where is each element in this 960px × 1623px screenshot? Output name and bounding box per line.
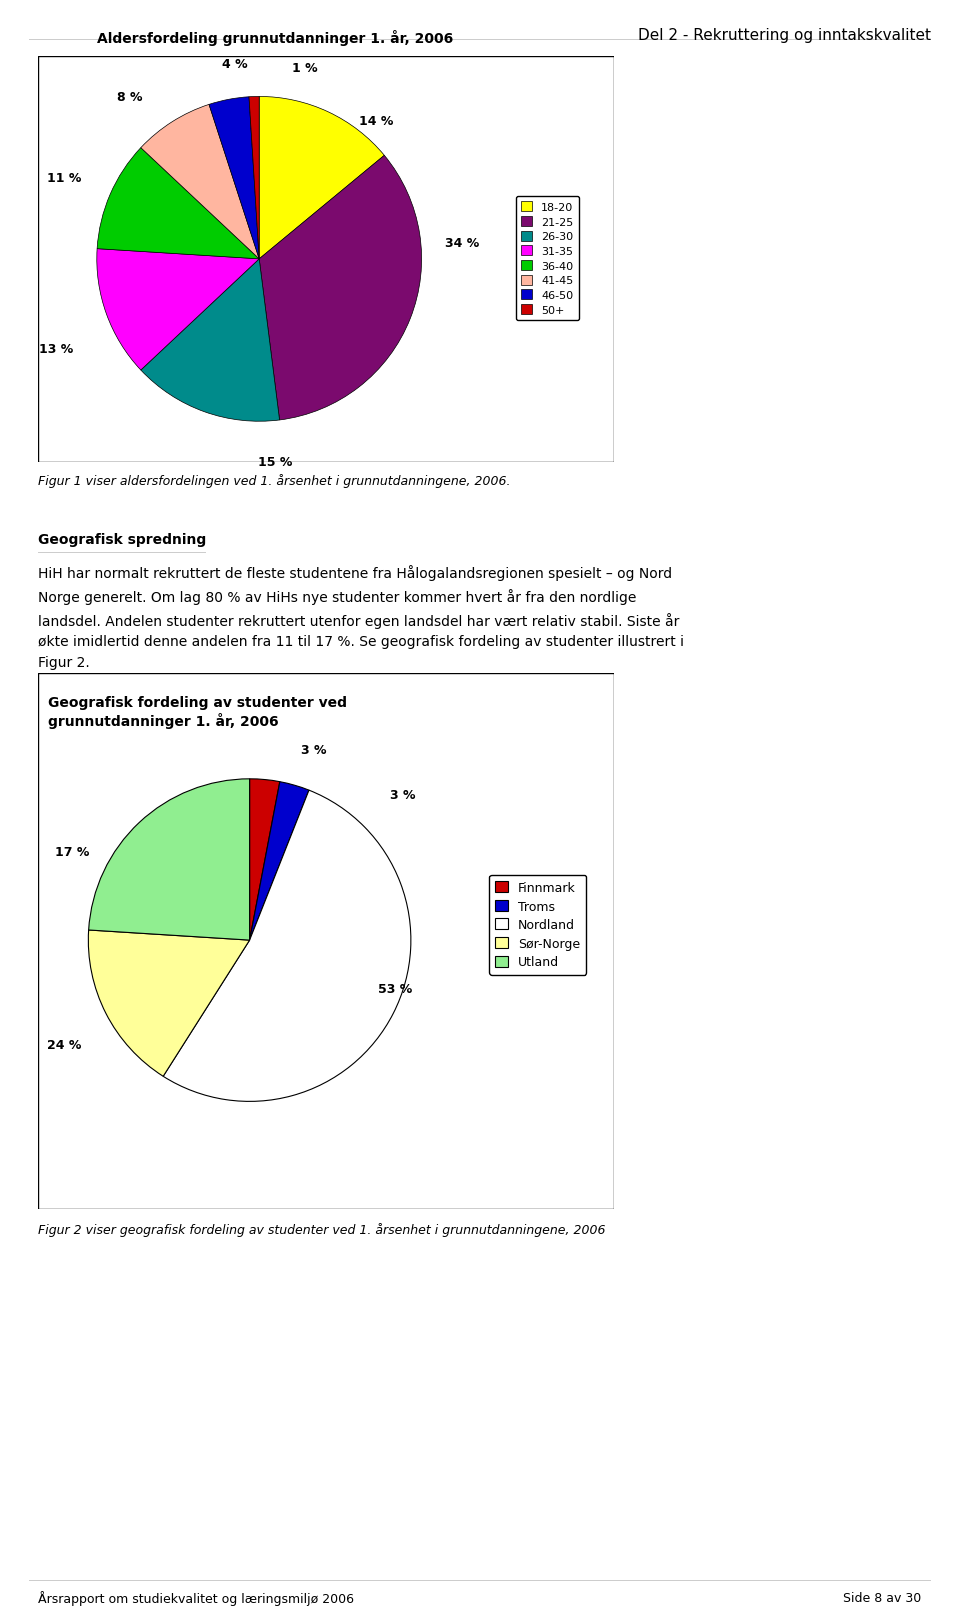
Text: Figur 1 viser aldersfordelingen ved 1. årsenhet i grunnutdanningene, 2006.: Figur 1 viser aldersfordelingen ved 1. å… xyxy=(38,474,511,489)
Wedge shape xyxy=(209,97,259,260)
Legend: 18-20, 21-25, 26-30, 31-35, 36-40, 41-45, 46-50, 50+: 18-20, 21-25, 26-30, 31-35, 36-40, 41-45… xyxy=(516,196,579,321)
Text: 15 %: 15 % xyxy=(258,456,293,469)
Wedge shape xyxy=(88,930,250,1076)
Wedge shape xyxy=(141,105,259,260)
Wedge shape xyxy=(88,779,250,941)
Text: 1 %: 1 % xyxy=(292,62,318,75)
Text: 34 %: 34 % xyxy=(445,237,479,250)
Text: Del 2 - Rekruttering og inntakskvalitet: Del 2 - Rekruttering og inntakskvalitet xyxy=(638,28,931,42)
Text: Årsrapport om studiekvalitet og læringsmiljø 2006: Årsrapport om studiekvalitet og læringsm… xyxy=(38,1591,354,1605)
Text: HiH har normalt rekruttert de fleste studentene fra Hålogalandsregionen spesielt: HiH har normalt rekruttert de fleste stu… xyxy=(38,565,684,669)
Wedge shape xyxy=(250,782,309,941)
Wedge shape xyxy=(97,250,259,370)
Text: Figur 2 viser geografisk fordeling av studenter ved 1. årsenhet i grunnutdanning: Figur 2 viser geografisk fordeling av st… xyxy=(38,1222,606,1237)
Text: Aldersfordeling grunnutdanninger 1. år, 2006: Aldersfordeling grunnutdanninger 1. år, … xyxy=(97,29,453,45)
Text: 4 %: 4 % xyxy=(222,58,248,71)
Text: 17 %: 17 % xyxy=(55,846,89,859)
Text: Geografisk fordeling av studenter ved
grunnutdanninger 1. år, 2006: Geografisk fordeling av studenter ved gr… xyxy=(48,696,347,729)
Text: 53 %: 53 % xyxy=(377,982,412,995)
Text: 14 %: 14 % xyxy=(359,115,394,128)
Text: Side 8 av 30: Side 8 av 30 xyxy=(843,1591,922,1604)
Text: 24 %: 24 % xyxy=(47,1039,82,1052)
Text: 8 %: 8 % xyxy=(116,91,142,104)
Text: 13 %: 13 % xyxy=(39,342,73,355)
Wedge shape xyxy=(259,156,421,420)
Wedge shape xyxy=(97,149,259,260)
Text: 3 %: 3 % xyxy=(390,789,416,802)
Legend: Finnmark, Troms, Nordland, Sør-Norge, Utland: Finnmark, Troms, Nordland, Sør-Norge, Ut… xyxy=(489,875,587,975)
Wedge shape xyxy=(250,779,279,941)
Wedge shape xyxy=(259,97,384,260)
Text: 3 %: 3 % xyxy=(301,743,326,756)
Text: Geografisk spredning: Geografisk spredning xyxy=(38,532,206,547)
Wedge shape xyxy=(163,790,411,1102)
Wedge shape xyxy=(249,97,259,260)
Text: 11 %: 11 % xyxy=(47,172,82,185)
Wedge shape xyxy=(141,260,279,422)
